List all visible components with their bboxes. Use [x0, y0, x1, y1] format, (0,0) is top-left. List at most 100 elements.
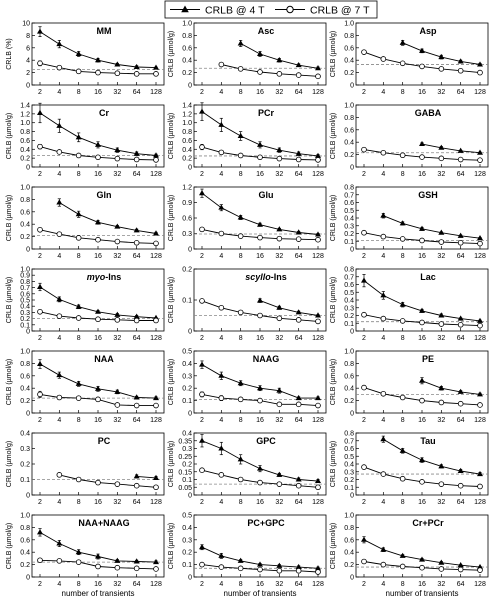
y-tick-label: 0 — [188, 165, 192, 172]
x-tick-label: 32 — [437, 499, 445, 506]
panel-title: NAA+NAAG — [78, 518, 129, 528]
data-point-triangle — [56, 199, 63, 205]
x-tick-label: 16 — [94, 417, 102, 424]
y-tick-label: 0.6 — [20, 373, 30, 380]
x-axis-label: number of transients — [62, 589, 135, 598]
data-point-circle — [419, 479, 425, 485]
data-point-circle — [133, 317, 140, 324]
data-point-circle — [199, 144, 205, 150]
panel-title: myo-Ins — [87, 272, 122, 282]
data-point-circle — [457, 400, 464, 407]
y-tick-label: 1.0 — [20, 349, 30, 356]
y-tick-label: 1.0 — [20, 120, 30, 127]
data-point-triangle — [315, 565, 321, 571]
data-point-triangle — [419, 307, 425, 313]
y-axis-label: CRLB (µmol/g) — [6, 195, 13, 241]
x-tick-label: 8 — [401, 499, 405, 506]
y-tick-label: 0.1 — [344, 485, 354, 492]
y-tick-label: 0.4 — [20, 431, 30, 438]
data-point-circle — [399, 236, 406, 242]
x-tick-label: 16 — [418, 499, 426, 506]
y-tick-label: 0 — [188, 493, 192, 500]
data-point-circle — [438, 566, 445, 572]
y-tick-label: 0.3 — [182, 373, 192, 380]
data-point-triangle — [114, 61, 121, 67]
series-4t — [380, 212, 483, 241]
y-tick-label: 2 — [26, 70, 30, 77]
y-tick-label: 0.4 — [20, 386, 30, 393]
data-point-circle — [114, 317, 121, 323]
data-point-circle — [457, 482, 464, 489]
x-tick-label: 2 — [362, 581, 366, 588]
y-tick-label: 0.4 — [344, 386, 354, 393]
y-tick-label: 0.2 — [20, 562, 30, 569]
data-point-circle — [457, 240, 464, 246]
data-point-triangle — [276, 304, 283, 310]
y-tick-label: 0.8 — [20, 525, 30, 532]
data-point-triangle — [438, 312, 445, 318]
y-tick-label: 0.8 — [182, 33, 192, 40]
data-point-circle — [457, 566, 464, 573]
data-point-triangle — [218, 552, 225, 558]
data-point-triangle — [419, 456, 425, 463]
data-point-triangle — [133, 558, 140, 564]
data-point-triangle — [37, 28, 43, 34]
data-point-triangle — [199, 544, 205, 550]
series-7t — [218, 61, 321, 80]
y-tick-label: 0.2 — [182, 550, 192, 557]
panel-tau: 00.10.20.30.40.50.60.70.8 2 4 8 16 32 64 128 CRL… — [330, 431, 489, 506]
x-tick-label: 16 — [256, 89, 264, 96]
data-point-circle — [438, 399, 445, 406]
y-tick-label: 0 — [350, 575, 354, 582]
x-tick-label: 64 — [133, 89, 141, 96]
data-point-circle — [438, 321, 445, 327]
x-tick-label: 16 — [418, 417, 426, 424]
series-4t — [37, 26, 159, 70]
y-tick-label: 0.2 — [20, 398, 30, 405]
data-point-triangle — [438, 53, 445, 60]
data-point-triangle — [75, 549, 82, 555]
series-line — [383, 215, 481, 239]
series-7t — [199, 226, 321, 243]
panel-naag: 0 0.1 0.2 0.3 0.4 0.5 2 4 8 16 32 64 128 CRLB (µmol/g… — [168, 349, 327, 424]
series-4t — [37, 359, 159, 401]
series-4t — [257, 297, 321, 318]
y-tick-label: 0.5 — [344, 290, 354, 297]
x-tick-label: 8 — [239, 335, 243, 342]
plot-frame — [355, 432, 489, 496]
data-point-triangle — [399, 447, 406, 453]
data-point-circle — [37, 391, 43, 398]
x-tick-label: 16 — [94, 253, 102, 260]
data-point-circle — [218, 61, 225, 68]
series-4t — [399, 39, 483, 67]
data-point-triangle — [37, 283, 43, 289]
data-point-circle — [37, 226, 43, 233]
data-point-circle — [361, 311, 367, 318]
y-tick-label: 0.35 — [178, 438, 192, 445]
data-point-circle — [114, 155, 121, 162]
data-point-circle — [75, 152, 82, 159]
data-point-triangle — [438, 463, 445, 469]
series-line — [59, 202, 157, 234]
x-tick-label: 64 — [133, 499, 141, 506]
data-point-circle — [95, 396, 101, 403]
x-tick-label: 16 — [94, 581, 102, 588]
panel-gln: 0 0.2 0.4 0.6 0.8 1.0 2 4 8 16 32 64 128 CRLB (µmol/g… — [6, 185, 165, 260]
x-tick-label: 128 — [150, 417, 162, 424]
panel-asp: 0 0.2 0.4 0.6 0.8 1.0 2 4 8 16 32 64 128 CRLB (µmol/g… — [330, 21, 489, 96]
plot-frame — [31, 432, 165, 496]
data-point-triangle — [237, 380, 244, 386]
data-point-triangle — [56, 40, 63, 47]
y-tick-label: 0.2 — [344, 398, 354, 405]
y-tick-label: 0 — [26, 165, 30, 172]
y-axis-label: CRLB (µmol/g) — [330, 31, 337, 77]
data-point-circle — [199, 467, 205, 474]
data-point-triangle — [419, 377, 425, 383]
data-point-triangle — [276, 471, 283, 477]
panel-gpc: 00.050.10.150.20.250.30.350.4 2 4 8 16 32 64 12… — [168, 431, 327, 506]
legend-circle-icon — [286, 5, 294, 14]
y-tick-label: 0 — [188, 83, 192, 90]
data-point-circle — [237, 233, 244, 239]
data-point-circle — [114, 238, 121, 245]
x-axis-label: number of transients — [224, 589, 297, 598]
